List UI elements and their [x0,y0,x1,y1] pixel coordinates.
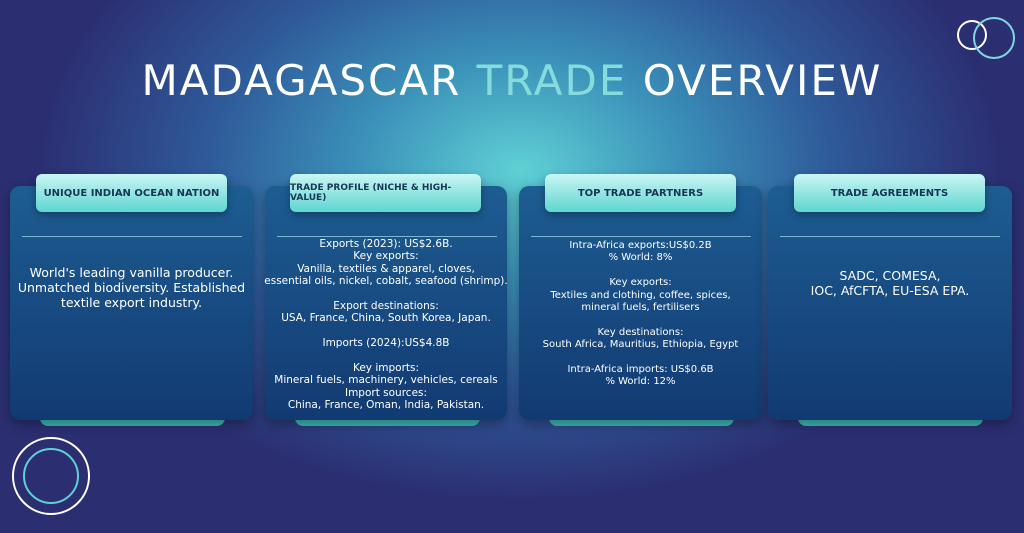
card-top-partners [519,186,762,420]
divider [277,236,497,237]
card-body: Exports (2023): US$2.6B. Key exports: Va… [264,238,508,412]
card-body: Intra-Africa exports:US$0.2B % World: 8%… [542,240,739,388]
card-heading: UNIQUE INDIAN OCEAN NATION [36,174,227,212]
title-part: OVERVIEW [642,56,883,105]
title-part: MADAGASCAR [141,56,462,105]
card-unique-nation [10,186,253,420]
card-trade-profile [265,186,507,420]
card-trade-agreements [768,186,1012,420]
title-accent: TRADE [476,56,628,105]
decorative-circles-icon [973,17,1015,59]
card-heading: TRADE PROFILE (NICHE & HIGH-VALUE) [290,174,481,212]
card-heading: TOP TRADE PARTNERS [545,174,736,212]
divider [22,236,242,237]
decorative-ring-icon [12,437,90,515]
decorative-ring-icon [23,448,79,504]
card-heading: TRADE AGREEMENTS [794,174,985,212]
card-body: World's leading vanilla producer. Unmatc… [17,265,246,310]
divider [780,236,1000,237]
card-body: SADC, COMESA, IOC, AfCFTA, EU-ESA EPA. [810,268,970,298]
page-title: MADAGASCAR TRADE OVERVIEW [0,56,1024,105]
divider [531,236,751,237]
